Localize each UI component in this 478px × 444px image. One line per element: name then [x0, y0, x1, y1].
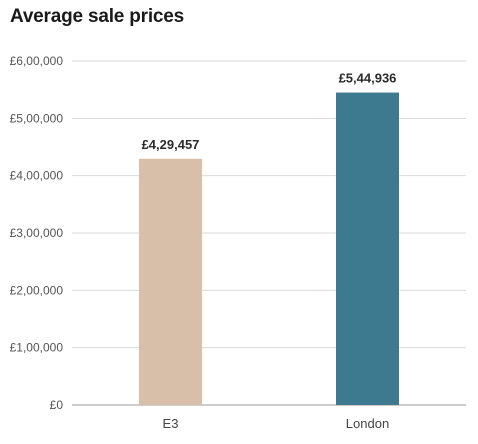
- data-label: £4,29,457: [142, 137, 200, 152]
- y-tick-label: £5,00,000: [10, 111, 64, 125]
- y-tick-label: £6,00,000: [10, 54, 64, 68]
- y-tick-label: £1,00,000: [10, 341, 64, 355]
- y-tick-label: £2,00,000: [10, 283, 64, 297]
- y-tick-label: £0: [50, 398, 64, 412]
- x-category-label: London: [346, 416, 389, 431]
- x-category-label: E3: [163, 416, 179, 431]
- y-tick-label: £4,00,000: [10, 169, 64, 183]
- y-tick-label: £3,00,000: [10, 226, 64, 240]
- bar-e3: [139, 158, 202, 405]
- data-label: £5,44,936: [339, 71, 397, 86]
- chart-title: Average sale prices: [10, 6, 185, 27]
- bar-london: [336, 92, 399, 405]
